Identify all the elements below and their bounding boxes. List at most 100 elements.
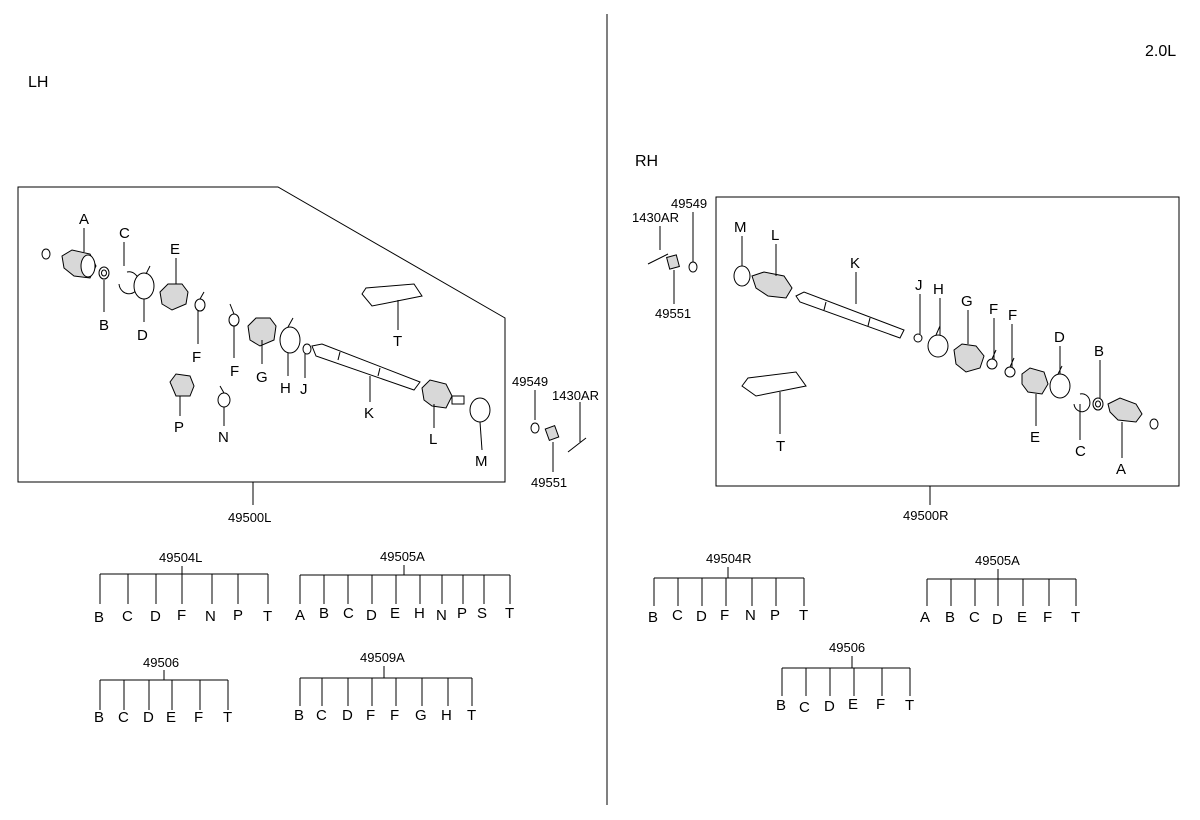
rh-clip-f2[interactable] bbox=[1004, 366, 1016, 378]
lh-assembly-pn[interactable]: 49500L bbox=[228, 510, 271, 525]
rh-nut-49551[interactable] bbox=[666, 254, 680, 270]
lh-kit-1-pn[interactable]: 49504L bbox=[159, 550, 202, 565]
lh-kit-3-item: F bbox=[194, 709, 203, 726]
lh-callout-f1[interactable]: F bbox=[192, 349, 201, 366]
rh-callout-d[interactable]: D bbox=[1054, 329, 1065, 346]
rh-callout-c[interactable]: C bbox=[1075, 443, 1086, 460]
lh-kit-2-item: A bbox=[295, 607, 305, 624]
lh-kit-4-item: D bbox=[342, 707, 353, 724]
rh-callout-h[interactable]: H bbox=[933, 281, 944, 298]
lh-callout-d[interactable]: D bbox=[137, 327, 148, 344]
rh-bolt-pn[interactable]: 1430AR bbox=[632, 210, 679, 225]
lh-washer-pn[interactable]: 49549 bbox=[512, 374, 548, 389]
rh-inner-joint-l[interactable] bbox=[751, 271, 793, 299]
rh-clip-f1[interactable] bbox=[986, 358, 998, 370]
rh-washer-pn[interactable]: 49549 bbox=[671, 196, 707, 211]
rh-leaders bbox=[741, 236, 1123, 458]
rh-callout-l[interactable]: L bbox=[771, 227, 779, 244]
lh-callout-a[interactable]: A bbox=[79, 211, 89, 228]
lh-grease-tube-t[interactable] bbox=[361, 283, 423, 307]
rh-callout-j[interactable]: J bbox=[915, 277, 923, 294]
lh-callout-n[interactable]: N bbox=[218, 429, 229, 446]
rh-kit-2-item: D bbox=[992, 611, 1003, 628]
rh-callout-a[interactable]: A bbox=[1116, 461, 1126, 478]
lh-clip-f1[interactable] bbox=[194, 298, 206, 312]
lh-callout-c[interactable]: C bbox=[119, 225, 130, 242]
rh-clip-c[interactable] bbox=[1073, 393, 1091, 413]
rh-assembly-frame bbox=[715, 196, 1180, 487]
lh-callout-t[interactable]: T bbox=[393, 333, 402, 350]
rh-kit-1-pn[interactable]: 49504R bbox=[706, 551, 752, 566]
lh-kit-3-pn[interactable]: 49506 bbox=[143, 655, 179, 670]
lh-nut-pn[interactable]: 49551 bbox=[531, 475, 567, 490]
rh-band-d[interactable] bbox=[1049, 373, 1071, 399]
rh-kit-1-item: N bbox=[745, 607, 756, 624]
rh-shaft-k[interactable] bbox=[795, 291, 905, 339]
rh-boot-e[interactable] bbox=[1021, 367, 1049, 395]
lh-kit-4-item: C bbox=[316, 707, 327, 724]
lh-inner-joint-l[interactable] bbox=[421, 379, 453, 409]
rh-kit-2-item: C bbox=[969, 609, 980, 626]
lh-kit-4-item: F bbox=[366, 707, 375, 724]
lh-callout-h[interactable]: H bbox=[280, 380, 291, 397]
rh-nut-pn[interactable]: 49551 bbox=[655, 306, 691, 321]
rh-callout-f1[interactable]: F bbox=[989, 301, 998, 318]
rh-band-h[interactable] bbox=[927, 334, 949, 358]
rh-callout-t[interactable]: T bbox=[776, 438, 785, 455]
lh-clip-f2[interactable] bbox=[228, 313, 240, 327]
lh-band-h[interactable] bbox=[279, 326, 301, 354]
lh-bolt-1430ar[interactable] bbox=[567, 437, 587, 453]
lh-callout-g[interactable]: G bbox=[256, 369, 268, 386]
rh-callout-f2[interactable]: F bbox=[1008, 307, 1017, 324]
lh-boot-g[interactable] bbox=[247, 317, 277, 347]
rh-callout-b[interactable]: B bbox=[1094, 343, 1104, 360]
lh-ring-j[interactable] bbox=[302, 343, 312, 355]
lh-callout-p[interactable]: P bbox=[174, 419, 184, 436]
lh-callout-k[interactable]: K bbox=[364, 405, 374, 422]
lh-washer-49549[interactable] bbox=[530, 422, 540, 434]
lh-callout-f2[interactable]: F bbox=[230, 363, 239, 380]
rh-seal-m[interactable] bbox=[733, 265, 751, 287]
rh-section: RH 49500R 49549 1430AR 49551 bbox=[632, 153, 1180, 716]
lh-callout-e[interactable]: E bbox=[170, 241, 180, 258]
rh-kit-1-item: B bbox=[648, 609, 658, 626]
lh-kit-2-item: N bbox=[436, 607, 447, 624]
lh-shaft-k[interactable] bbox=[311, 343, 421, 391]
lh-callout-j[interactable]: J bbox=[300, 381, 308, 398]
rh-callout-e[interactable]: E bbox=[1030, 429, 1040, 446]
rh-ring-j[interactable] bbox=[913, 333, 923, 343]
lh-callout-b[interactable]: B bbox=[99, 317, 109, 334]
rh-callout-m[interactable]: M bbox=[734, 219, 747, 236]
rh-grease-tube-t[interactable] bbox=[741, 371, 807, 397]
lh-kit-4-pn[interactable]: 49509A bbox=[360, 650, 405, 665]
lh-nut-49551[interactable] bbox=[544, 425, 560, 441]
rh-callout-k[interactable]: K bbox=[850, 255, 860, 272]
lh-boot-e[interactable] bbox=[159, 283, 189, 311]
lh-callout-m[interactable]: M bbox=[475, 453, 488, 470]
lh-kit-2-pn[interactable]: 49505A bbox=[380, 549, 425, 564]
rh-kit-2-pn[interactable]: 49505A bbox=[975, 553, 1020, 568]
lh-clip-n[interactable] bbox=[217, 392, 231, 408]
rh-kit-3-pn[interactable]: 49506 bbox=[829, 640, 865, 655]
lh-seal-m[interactable] bbox=[469, 397, 491, 423]
lh-kit-2-item: E bbox=[390, 605, 400, 622]
lh-callout-l[interactable]: L bbox=[429, 431, 437, 448]
lh-leaders bbox=[83, 228, 483, 451]
rh-kit-3-item: B bbox=[776, 697, 786, 714]
lh-kit-4-item: T bbox=[467, 707, 476, 724]
rh-boot-g[interactable] bbox=[953, 343, 985, 373]
lh-band-d[interactable] bbox=[133, 272, 155, 300]
rh-kit-1-item: P bbox=[770, 607, 780, 624]
rh-outer-cv-joint[interactable] bbox=[1107, 397, 1143, 423]
lh-part-p[interactable] bbox=[169, 373, 195, 397]
lh-kit-49506: 49506 B C D E F T bbox=[94, 655, 232, 726]
rh-bolt-1430ar[interactable] bbox=[647, 253, 669, 265]
rh-kit-2-item: E bbox=[1017, 609, 1027, 626]
lh-bolt-pn[interactable]: 1430AR bbox=[552, 388, 599, 403]
lh-kit-4-item: H bbox=[441, 707, 452, 724]
rh-washer-49549[interactable] bbox=[688, 261, 698, 273]
rh-callout-g[interactable]: G bbox=[961, 293, 973, 310]
rh-assembly-pn[interactable]: 49500R bbox=[903, 508, 949, 523]
lh-kit-4-item: F bbox=[390, 707, 399, 724]
rh-kit-3-item: T bbox=[905, 697, 914, 714]
